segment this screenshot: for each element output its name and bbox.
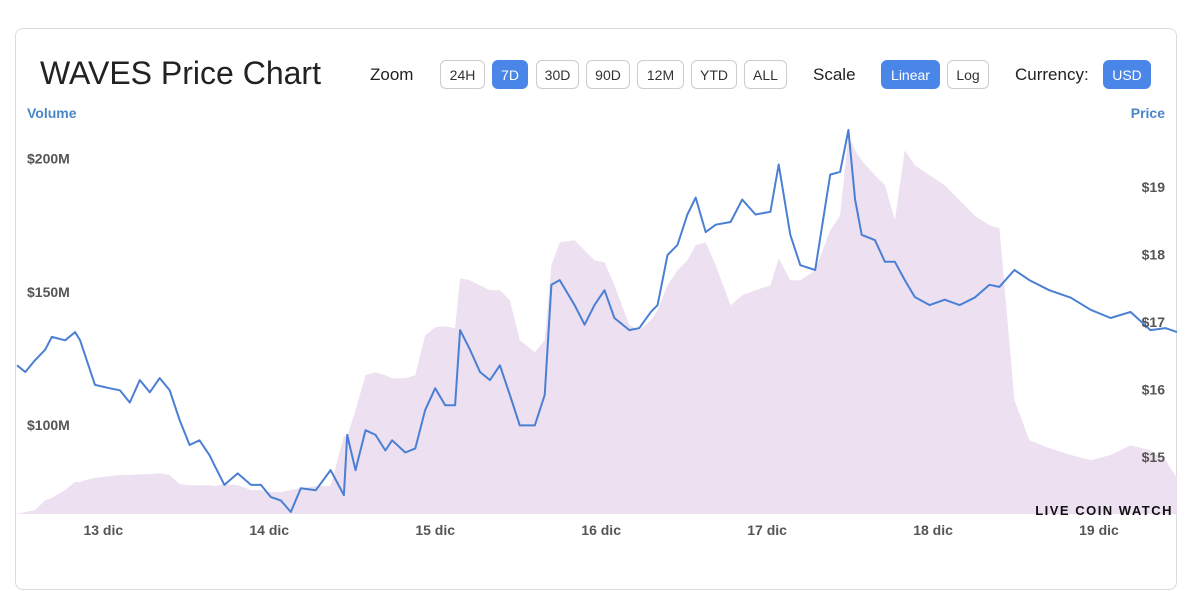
y-tick-label: $150M [27,284,70,300]
price-line [16,129,1178,513]
page: WAVES Price Chart Zoom Scale Currency: V… [15,28,1178,590]
scale-button[interactable]: Linear [881,60,940,89]
x-tick-label: 16 dic [581,522,621,538]
y-tick-label: $200M [27,150,70,166]
x-tick-label: 17 dic [747,522,787,538]
zoom-button[interactable]: 7D [492,60,528,89]
x-tick-label: 13 dic [83,522,123,538]
currency-button[interactable]: USD [1103,60,1151,89]
zoom-button[interactable]: 24H [440,60,485,89]
x-tick-label: 19 dic [1079,522,1119,538]
x-tick-label: 15 dic [415,522,455,538]
y2-tick-label: $19 [1142,179,1166,195]
volume-area [17,135,1177,514]
chart: Volume Price $100M $150M $200M $15 $16 $17 $18 $1… [16,105,1178,538]
zoom-button[interactable]: 90D [586,60,630,89]
zoom-button[interactable]: ALL [744,60,787,89]
watermark: LIVE COIN WATCH [1035,503,1173,518]
zoom-label: Zoom [370,65,414,84]
y2-tick-label: $15 [1142,449,1166,465]
currency-label: Currency: [1015,65,1089,84]
zoom-button[interactable]: YTD [691,60,737,89]
y2-tick-label: $16 [1142,382,1166,398]
x-tick-label: 14 dic [249,522,289,538]
y2-tick-label: $17 [1142,314,1166,330]
y-tick-label: $100M [27,417,70,433]
y2-tick-label: $18 [1142,246,1166,262]
scale-button[interactable]: Log [947,60,989,89]
zoom-button[interactable]: 12M [637,60,684,89]
x-tick-label: 18 dic [913,522,953,538]
y2-axis-title: Price [1131,105,1165,121]
zoom-button[interactable]: 30D [536,60,579,89]
scale-label: Scale [813,65,856,84]
title: WAVES Price Chart [40,55,321,91]
y-axis-title: Volume [27,105,77,121]
